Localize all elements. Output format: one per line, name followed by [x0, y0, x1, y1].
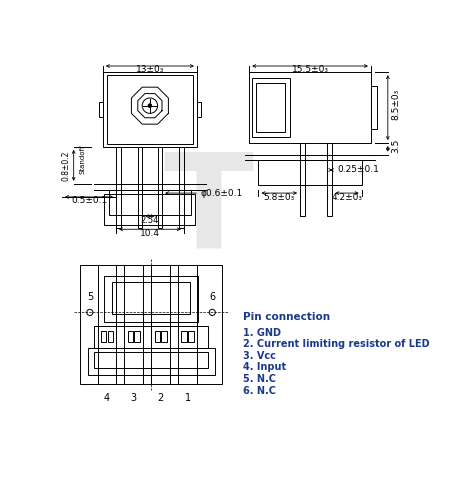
Text: 4: 4: [104, 393, 110, 403]
Text: 3: 3: [131, 393, 137, 403]
Bar: [251, 78, 290, 137]
Text: 2. Current limiting resistor of LED: 2. Current limiting resistor of LED: [243, 339, 430, 349]
Text: T: T: [163, 149, 254, 276]
Text: 5.8±0₃: 5.8±0₃: [264, 193, 295, 202]
Bar: [138, 147, 142, 228]
Text: 13±0₃: 13±0₃: [136, 66, 164, 74]
Text: 0.8±0.2: 0.8±0.2: [62, 150, 70, 180]
Text: 4. Input: 4. Input: [243, 363, 286, 372]
Bar: [107, 75, 193, 144]
Bar: [197, 102, 201, 117]
Bar: [105, 276, 197, 322]
Bar: [105, 194, 195, 225]
Bar: [161, 331, 167, 342]
Text: φ0.6±0.1: φ0.6±0.1: [201, 189, 243, 198]
Bar: [80, 265, 222, 384]
Text: 2.54: 2.54: [141, 215, 159, 225]
Text: 0.5±0.1: 0.5±0.1: [71, 196, 107, 205]
Bar: [300, 143, 305, 216]
Text: 6: 6: [209, 292, 215, 302]
Text: Pin connection: Pin connection: [243, 312, 330, 322]
Bar: [154, 331, 160, 342]
Bar: [188, 331, 194, 342]
Bar: [134, 331, 140, 342]
Bar: [112, 281, 190, 314]
Text: 10.4: 10.4: [140, 228, 160, 238]
Bar: [179, 147, 184, 228]
Bar: [116, 147, 121, 228]
Bar: [99, 102, 103, 117]
Bar: [259, 160, 361, 185]
Text: 0.25±0.1: 0.25±0.1: [338, 165, 380, 174]
Text: 5: 5: [87, 292, 93, 302]
Text: Standoff: Standoff: [80, 144, 86, 174]
Circle shape: [148, 104, 152, 107]
Bar: [101, 331, 106, 342]
Bar: [327, 143, 332, 216]
Text: 2: 2: [158, 393, 164, 403]
Text: 3. Vcc: 3. Vcc: [243, 351, 276, 361]
Bar: [128, 331, 133, 342]
Text: 1. GND: 1. GND: [243, 328, 281, 338]
Bar: [107, 331, 113, 342]
Text: 8.5±0₃: 8.5±0₃: [391, 89, 400, 120]
Bar: [256, 83, 286, 132]
Text: 3.5: 3.5: [391, 139, 400, 153]
Text: 15.5±0₃: 15.5±0₃: [292, 66, 329, 74]
Bar: [88, 348, 215, 375]
Bar: [249, 72, 371, 143]
Bar: [109, 190, 191, 215]
Text: 4.2±0₃: 4.2±0₃: [331, 193, 362, 202]
Bar: [94, 352, 208, 368]
Bar: [371, 86, 377, 129]
Text: 1: 1: [185, 393, 191, 403]
Bar: [158, 147, 162, 228]
Text: 6. N.C: 6. N.C: [243, 385, 276, 396]
Bar: [181, 331, 187, 342]
Bar: [103, 72, 197, 147]
Text: 5. N.C: 5. N.C: [243, 374, 276, 384]
Bar: [94, 326, 208, 348]
